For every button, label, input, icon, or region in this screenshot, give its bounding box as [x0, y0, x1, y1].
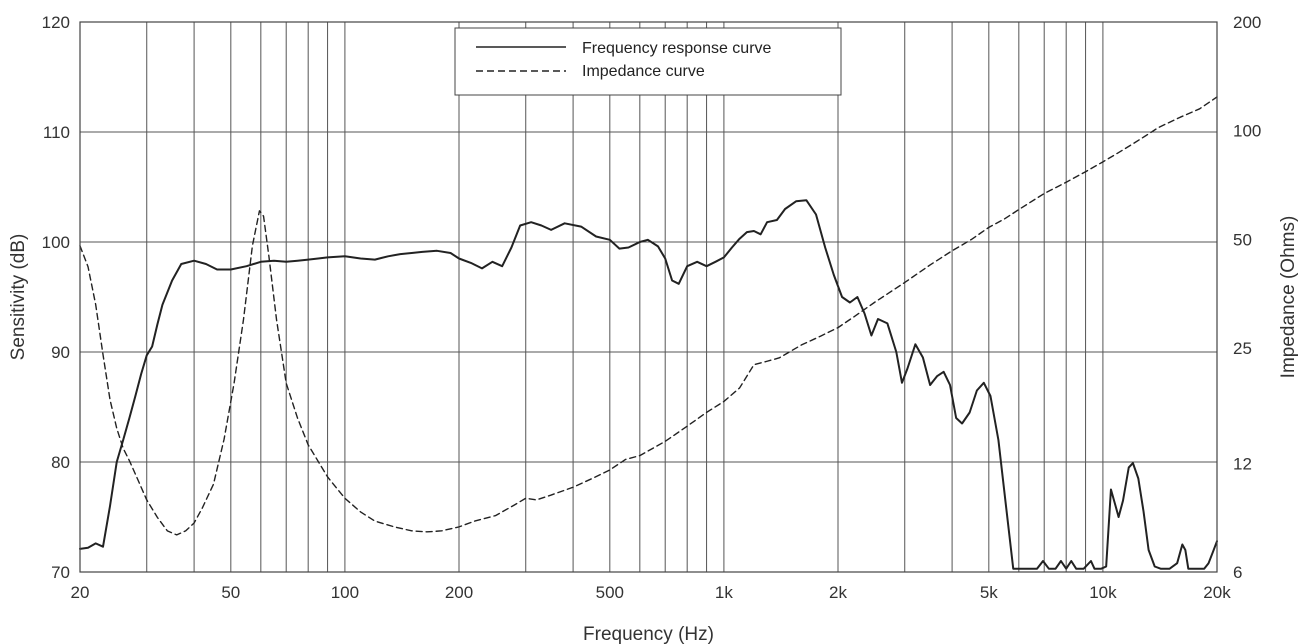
- y-left-tick-label: 110: [43, 123, 70, 142]
- x-tick-label: 100: [331, 583, 359, 602]
- y-right-tick-label: 12: [1233, 454, 1252, 473]
- y-right-tick-labels: 6 12 25 50 100 200: [1233, 13, 1261, 582]
- x-tick-labels: 20 50 100 200 500 1k 2k 5k 10k 20k: [71, 583, 1232, 602]
- y-right-tick-label: 25: [1233, 339, 1252, 358]
- legend-label-impedance: Impedance curve: [582, 63, 705, 80]
- x-tick-label: 1k: [715, 583, 733, 602]
- y-left-tick-label: 70: [51, 563, 70, 582]
- legend: Frequency response curve Impedance curve: [454, 27, 842, 96]
- y-right-tick-label: 200: [1233, 13, 1261, 32]
- x-tick-label: 20k: [1203, 583, 1231, 602]
- y-left-tick-labels: 70 80 90 100 110 120: [42, 13, 70, 582]
- x-tick-label: 10k: [1089, 583, 1117, 602]
- y-right-tick-label: 100: [1233, 122, 1261, 141]
- y-right-tick-label: 50: [1233, 230, 1252, 249]
- grid-horizontal: [80, 131, 1217, 463]
- y-left-axis-title: Sensitivity (dB): [8, 234, 29, 361]
- x-tick-label: 20: [71, 583, 90, 602]
- x-tick-label: 200: [445, 583, 473, 602]
- legend-box: [454, 27, 842, 96]
- legend-label-frequency-response: Frequency response curve: [582, 40, 772, 57]
- grid-minor-vertical: [146, 22, 1104, 572]
- plot-frame: [79, 21, 1218, 573]
- y-right-axis-title: Impedance (Ohms): [1278, 216, 1299, 379]
- x-tick-label: 500: [596, 583, 624, 602]
- series-layer: [79, 96, 1218, 570]
- y-left-tick-label: 120: [42, 13, 70, 32]
- y-left-tick-label: 90: [51, 343, 70, 362]
- x-tick-label: 5k: [980, 583, 998, 602]
- x-tick-label: 50: [221, 583, 240, 602]
- x-axis-title: Frequency (Hz): [583, 624, 714, 644]
- impedance-curve: [79, 96, 1218, 536]
- frequency-response-curve: [79, 199, 1218, 570]
- plot-background: [80, 22, 1217, 572]
- y-right-tick-label: 6: [1233, 563, 1242, 582]
- y-left-tick-label: 100: [42, 233, 70, 252]
- x-tick-label: 2k: [829, 583, 847, 602]
- y-left-tick-label: 80: [51, 453, 70, 472]
